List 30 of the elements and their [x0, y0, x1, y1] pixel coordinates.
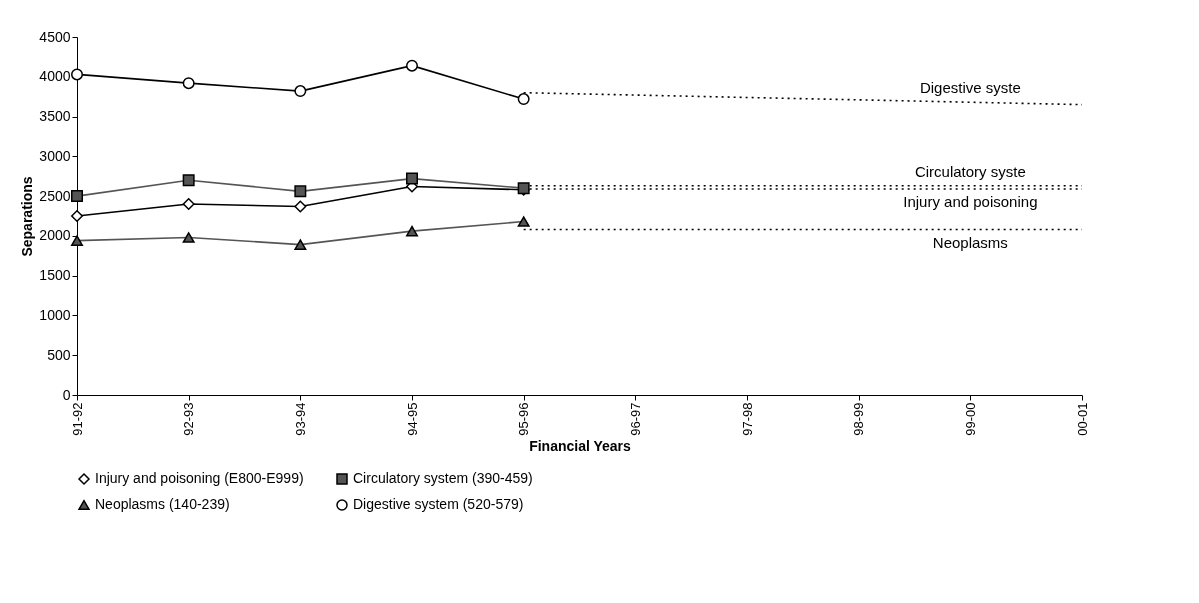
y-tick-label: 4500 [39, 28, 71, 45]
x-tick-label: 97-98 [739, 402, 755, 436]
legend-label: Circulatory system (390-459) [353, 470, 533, 486]
x-tick-label: 99-00 [962, 402, 978, 436]
legend-label: Injury and poisoning (E800-E999) [95, 470, 304, 486]
y-tick-label: 2000 [39, 227, 71, 244]
y-tick-label: 0 [62, 386, 71, 403]
series-label: Neoplasms [932, 233, 1008, 251]
series-label: Circulatory syste [914, 162, 1026, 180]
legend-label: Neoplasms (140-239) [95, 496, 230, 512]
x-tick-label: 00-01 [1074, 402, 1090, 436]
x-tick-label: 93-94 [292, 402, 308, 436]
y-tick-label: 2500 [39, 187, 71, 204]
x-tick-label: 94-95 [404, 402, 420, 436]
x-axis-title: Financial Years [529, 437, 632, 454]
legend-label: Digestive system (520-579) [353, 496, 524, 512]
series-label: Injury and poisoning [903, 192, 1038, 210]
series-label: Digestive syste [919, 79, 1021, 97]
x-tick-label: 96-97 [627, 402, 643, 436]
y-tick-label: 1000 [39, 306, 71, 323]
y-axis-title: Separations [19, 176, 36, 257]
x-tick-label: 95-96 [516, 402, 532, 436]
x-tick-label: 91-92 [69, 402, 85, 436]
y-tick-label: 500 [47, 346, 71, 363]
y-tick-label: 1500 [39, 267, 71, 284]
y-tick-label: 3000 [39, 147, 71, 164]
y-tick-label: 3500 [39, 108, 71, 125]
x-tick-label: 92-93 [181, 402, 197, 436]
x-tick-label: 98-99 [851, 402, 867, 436]
y-tick-label: 4000 [39, 68, 71, 85]
